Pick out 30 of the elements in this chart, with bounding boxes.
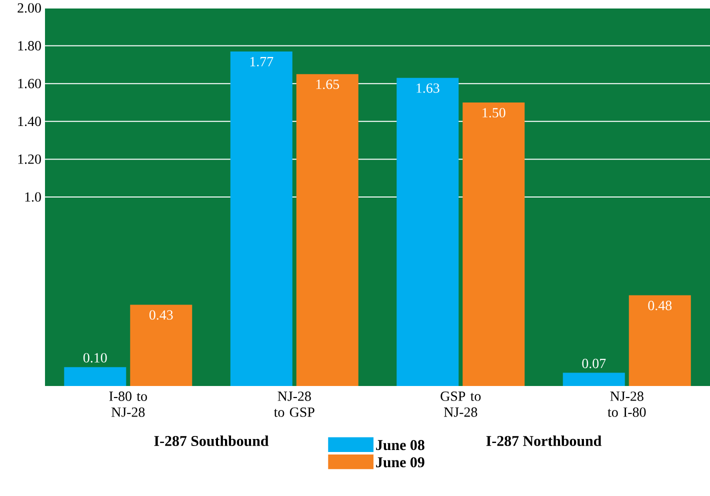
data-label: 1.77: [250, 56, 274, 66]
data-label: 1.63: [416, 83, 440, 93]
bar: [130, 304, 192, 386]
bar: [396, 78, 459, 386]
legend-label: June 09: [376, 457, 424, 468]
data-label: 1.50: [482, 108, 506, 118]
y-tick-label: 2.00: [18, 3, 41, 13]
bar: [230, 51, 292, 386]
y-tick-label: 1.40: [18, 116, 41, 126]
bar: [462, 102, 525, 386]
bar: [628, 295, 691, 386]
data-label: 0.07: [582, 358, 606, 368]
x-tick-label: NJ-28 to GSP: [274, 392, 314, 417]
bar: [296, 74, 358, 386]
data-label: 0.43: [149, 310, 173, 320]
y-tick-label: 1.20: [18, 154, 41, 164]
y-tick-label: 1.80: [18, 41, 41, 51]
x-tick-label: NJ-28 to I-80: [608, 392, 646, 417]
y-tick-label: 1.0: [25, 192, 41, 202]
x-tick-label: I-80 to NJ-28: [109, 392, 147, 417]
bar: [64, 367, 126, 386]
data-label: 0.10: [83, 353, 107, 363]
x-tick-label: GSP to NJ-28: [440, 392, 481, 417]
data-label: 1.65: [316, 80, 340, 90]
data-label: 0.48: [648, 300, 672, 310]
text: I-287 Southbound: [154, 436, 269, 446]
legend-label: June 08: [376, 440, 424, 450]
text: I-287 Northbound: [486, 436, 602, 446]
y-tick-label: 1.60: [18, 78, 41, 88]
bar: [562, 372, 625, 386]
